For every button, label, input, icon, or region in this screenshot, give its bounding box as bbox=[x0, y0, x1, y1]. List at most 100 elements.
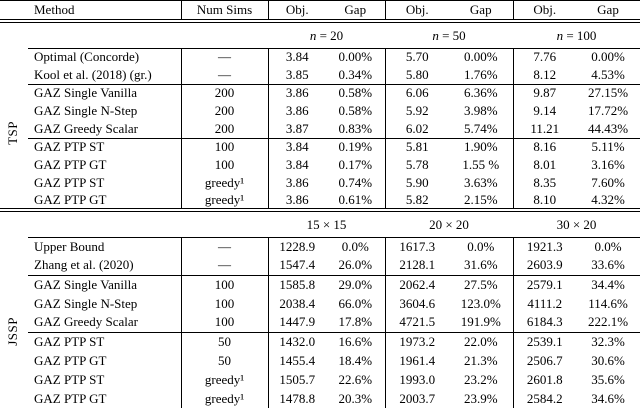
method-cell: Optimal (Concorde) bbox=[34, 49, 140, 65]
obj-cell: 2003.7 bbox=[384, 389, 449, 408]
group-header-n100: n = 100 bbox=[513, 21, 640, 49]
obj-cell: 9.87 bbox=[512, 83, 576, 102]
gap-cell: 3.16% bbox=[591, 157, 625, 172]
group-header-15x15: 15 × 15 bbox=[268, 210, 385, 238]
obj-cell: 5.90 bbox=[384, 174, 449, 192]
method-cell: GAZ PTP GT bbox=[34, 352, 107, 368]
table-row: Optimal (Concorde) —3.84 0.00% 5.70 0.00% 7.7… bbox=[0, 48, 640, 66]
obj-cell: 2506.7 bbox=[512, 351, 576, 370]
table-header-row: Method Num Sims Obj. Gap Obj. Gap Obj. G… bbox=[0, 0, 640, 23]
num-sims-cell: greedy¹ bbox=[180, 389, 268, 408]
group-header-variable: n bbox=[556, 27, 564, 43]
num-sims-cell: — bbox=[180, 66, 268, 84]
gap-cell: 114.6% bbox=[588, 295, 628, 311]
obj-cell: 2579.1 bbox=[512, 274, 576, 294]
subheader-spacer bbox=[28, 21, 268, 49]
col-header-gap-3: Gap bbox=[576, 0, 640, 23]
gap-cell: 21.3% bbox=[463, 352, 498, 368]
obj-cell: 1921.3 bbox=[512, 237, 576, 256]
table-row: GAZ PTP GT greedy¹ 3.86 0.61% 5.82 2.15% 8.10 4… bbox=[0, 192, 640, 212]
gap-cell: 27.15% bbox=[576, 83, 640, 102]
table-row: GAZ Greedy Scalar 200 3.87 0.83% 6.02 5.74% 11… bbox=[0, 120, 640, 138]
method-cell: GAZ Greedy Scalar bbox=[34, 314, 138, 330]
group-header-text: = 100 bbox=[563, 27, 597, 43]
obj-cell: 2539.1 bbox=[512, 331, 576, 351]
gap-cell: 31.6% bbox=[463, 257, 498, 273]
gap-cell: 33.6% bbox=[591, 257, 625, 273]
col-header-num-sims: Num Sims bbox=[180, 0, 268, 23]
obj-cell: 2601.8 bbox=[512, 370, 576, 389]
gap-cell: 29.0% bbox=[326, 274, 385, 294]
num-sims-cell: 200 bbox=[180, 83, 268, 102]
obj-cell: 4111.2 bbox=[512, 294, 576, 313]
num-sims-cell: 100 bbox=[180, 137, 268, 156]
gap-cell: 7.60% bbox=[591, 175, 625, 190]
section-label-box-tsp: TSP bbox=[0, 50, 26, 216]
obj-cell: 1961.4 bbox=[384, 351, 449, 370]
method-cell: Upper Bound bbox=[34, 238, 105, 254]
num-sims-cell: 200 bbox=[180, 102, 268, 120]
num-sims-cell: greedy¹ bbox=[180, 174, 268, 192]
gap-cell: 17.72% bbox=[587, 103, 629, 118]
group-header-variable: n bbox=[432, 27, 439, 43]
table-row: Upper Bound —1228.9 0.0% 1617.3 0.0% 1921.3 0.… bbox=[0, 237, 640, 256]
gap-cell: 2.15% bbox=[449, 192, 513, 212]
method-cell: GAZ Single Vanilla bbox=[28, 83, 181, 102]
col-header-obj-1: Obj. bbox=[267, 0, 326, 23]
obj-cell: 5.92 bbox=[384, 102, 449, 120]
table-row: GAZ PTP ST 100 3.84 0.19% 5.81 1.90% 8.16 5.11% bbox=[0, 137, 640, 156]
obj-cell: 1585.8 bbox=[267, 274, 326, 294]
gap-cell: 0.0% bbox=[341, 238, 369, 254]
group-header-text: = 20 bbox=[316, 27, 344, 43]
obj-cell: 5.70 bbox=[384, 48, 449, 66]
gap-cell: 0.19% bbox=[326, 137, 385, 156]
obj-cell: 1617.3 bbox=[384, 237, 449, 256]
method-cell: Zhang et al. (2020) bbox=[34, 257, 134, 273]
col-header-obj-3: Obj. bbox=[512, 0, 576, 23]
gap-cell: 0.74% bbox=[338, 175, 373, 190]
gap-cell: 0.83% bbox=[338, 120, 373, 136]
table-row: GAZ PTP ST 50 1432.0 16.6% 1973.2 22.0% 2539.1… bbox=[0, 331, 640, 351]
gap-cell: 0.0% bbox=[594, 238, 622, 254]
obj-cell: 1455.4 bbox=[267, 351, 326, 370]
obj-cell: 1447.9 bbox=[267, 313, 326, 332]
obj-cell: 8.16 bbox=[512, 137, 576, 156]
gap-cell: 4.53% bbox=[591, 66, 625, 82]
obj-cell: 3.84 bbox=[267, 156, 326, 174]
gap-cell: 0.00% bbox=[591, 49, 625, 65]
obj-cell: 9.14 bbox=[512, 102, 576, 120]
num-sims-cell: — bbox=[180, 237, 268, 256]
obj-cell: 7.76 bbox=[512, 48, 576, 66]
gap-cell: 6.36% bbox=[449, 83, 513, 102]
group-header-variable: n bbox=[309, 27, 317, 43]
obj-cell: 6.06 bbox=[384, 83, 449, 102]
gap-cell: 0.34% bbox=[338, 66, 373, 82]
obj-cell: 3.87 bbox=[267, 120, 326, 138]
obj-cell: 3.84 bbox=[267, 137, 326, 156]
section-label-tsp: TSP bbox=[5, 121, 20, 145]
num-sims-cell: 50 bbox=[180, 331, 268, 351]
gap-cell: 1.76% bbox=[463, 66, 498, 82]
obj-cell: 11.21 bbox=[512, 120, 576, 138]
subheader-spacer bbox=[28, 210, 268, 238]
gap-cell: 44.43% bbox=[587, 120, 629, 136]
method-cell: GAZ PTP GT bbox=[34, 390, 107, 406]
method-cell: GAZ PTP ST bbox=[34, 371, 105, 387]
table-row: Zhang et al. (2020) —1547.4 26.0% 2128.1 31.… bbox=[0, 256, 640, 275]
num-sims-cell: greedy¹ bbox=[180, 370, 268, 389]
table-row: GAZ PTP ST greedy¹ 3.86 0.74% 5.90 3.63% 8.35 7… bbox=[0, 174, 640, 192]
obj-cell: 3.86 bbox=[267, 83, 326, 102]
method-cell: GAZ PTP GT bbox=[34, 157, 107, 172]
gap-cell: 22.6% bbox=[338, 371, 373, 387]
gap-cell: 20.3% bbox=[338, 390, 373, 406]
group-header-n50: n = 50 bbox=[385, 21, 513, 49]
num-sims-cell: 100 bbox=[180, 313, 268, 332]
obj-cell: 3.86 bbox=[267, 174, 326, 192]
obj-cell: 1505.7 bbox=[267, 370, 326, 389]
gap-cell: 3.63% bbox=[463, 175, 498, 190]
num-sims-cell: greedy¹ bbox=[180, 192, 268, 212]
gap-cell: 3.98% bbox=[463, 103, 498, 118]
gap-cell: 23.9% bbox=[463, 390, 498, 406]
obj-cell: 5.81 bbox=[384, 137, 449, 156]
gap-cell: 191.9% bbox=[460, 314, 501, 330]
